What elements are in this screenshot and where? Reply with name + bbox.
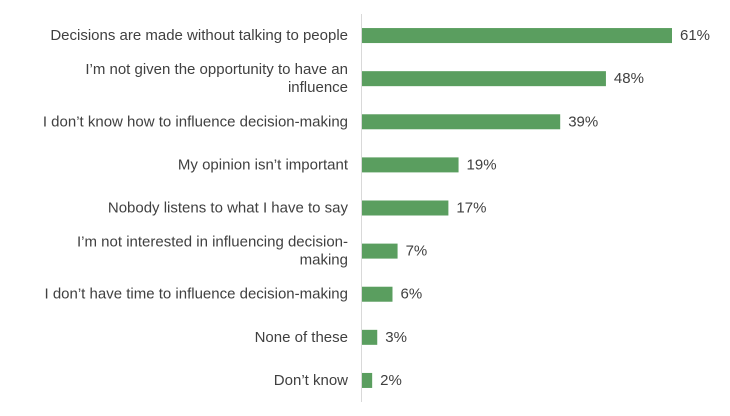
bar xyxy=(362,114,561,130)
value-label: 3% xyxy=(385,329,407,346)
category-label-line: My opinion isn’t important xyxy=(178,156,349,173)
category-label: My opinion isn’t important xyxy=(178,156,349,173)
category-label: Nobody listens to what I have to say xyxy=(108,200,349,217)
category-label-line: I don’t know how to influence decision-m… xyxy=(43,113,348,130)
value-label: 7% xyxy=(406,243,428,260)
value-label: 61% xyxy=(680,27,710,44)
bar xyxy=(362,329,378,345)
value-labels: 61% 48% 39% 19% 17% 7% 6% 3% 2% xyxy=(380,27,710,389)
value-label: 17% xyxy=(456,200,486,217)
value-label: 2% xyxy=(380,372,402,389)
value-label: 39% xyxy=(568,113,598,130)
category-label-line: making xyxy=(300,252,348,269)
category-label: I’m not interested in influencing decisi… xyxy=(77,234,348,269)
bar xyxy=(362,243,398,259)
category-label: I’m not given the opportunity to have an… xyxy=(85,61,348,96)
category-label-line: I’m not interested in influencing decisi… xyxy=(77,234,348,251)
category-label-line: Don’t know xyxy=(274,372,348,389)
category-label-line: None of these xyxy=(255,329,348,346)
value-label: 6% xyxy=(400,286,422,303)
bar xyxy=(362,28,672,44)
category-labels: Decisions are made without talking to pe… xyxy=(43,27,349,389)
category-label: None of these xyxy=(255,329,348,346)
category-label: Decisions are made without talking to pe… xyxy=(50,27,348,44)
bars xyxy=(362,28,672,388)
category-label: I don’t know how to influence decision-m… xyxy=(43,113,348,130)
bar xyxy=(362,286,393,302)
category-label-line: I don’t have time to influence decision-… xyxy=(44,286,348,303)
bar xyxy=(362,200,449,216)
category-label: I don’t have time to influence decision-… xyxy=(44,286,348,303)
category-label-line: I’m not given the opportunity to have an xyxy=(85,61,348,78)
category-label-line: Decisions are made without talking to pe… xyxy=(50,27,348,44)
category-label: Don’t know xyxy=(274,372,348,389)
bar xyxy=(362,372,373,388)
bar xyxy=(362,71,606,87)
category-label-line: Nobody listens to what I have to say xyxy=(108,200,349,217)
value-label: 19% xyxy=(467,156,497,173)
bar xyxy=(362,157,459,173)
category-label-line: influence xyxy=(288,79,348,96)
value-label: 48% xyxy=(614,70,644,87)
